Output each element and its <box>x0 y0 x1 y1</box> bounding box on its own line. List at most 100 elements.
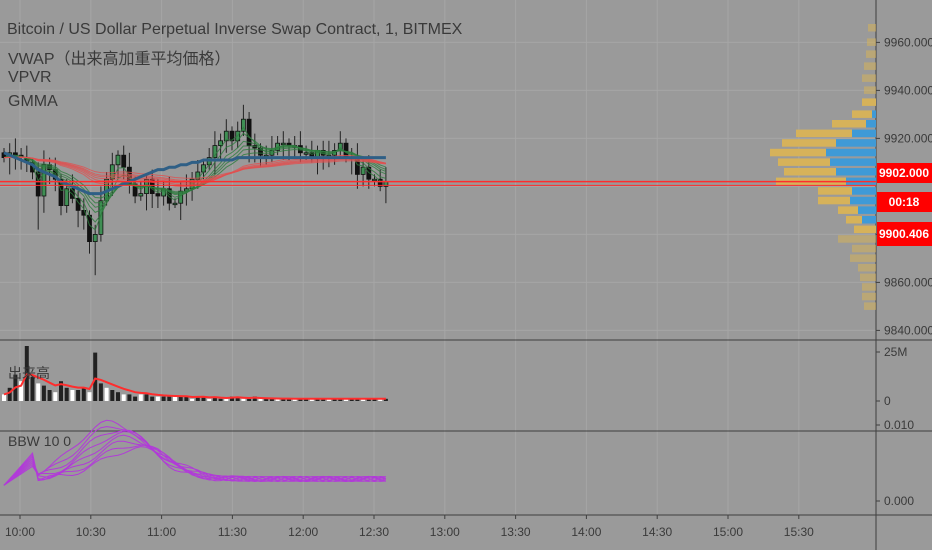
countdown-badge-bg <box>877 192 932 212</box>
time-tick-label: 15:30 <box>784 525 814 539</box>
vp-bar-up <box>852 129 876 138</box>
vp-bar-down <box>866 50 876 58</box>
pane-tick-label: 0.000 <box>884 494 914 508</box>
time-tick-label: 14:00 <box>571 525 601 539</box>
vp-bar-down <box>854 225 876 234</box>
vp-bar-up <box>850 196 876 205</box>
candle-body <box>41 164 47 197</box>
time-tick-label: 13:00 <box>430 525 460 539</box>
time-tick-label: 13:30 <box>501 525 531 539</box>
vp-bar-down <box>862 283 876 291</box>
candle-body <box>212 145 218 159</box>
volume-bar <box>321 398 326 401</box>
indicator-gmma-label[interactable]: GMMA <box>8 93 58 110</box>
volume-bar <box>167 396 172 401</box>
volume-bar <box>338 398 343 401</box>
volume-bar <box>127 394 132 401</box>
price-tick-label: 9960.000 <box>884 35 932 49</box>
volume-bar <box>76 390 81 401</box>
volume-bar <box>19 381 24 401</box>
volume-bar <box>81 387 86 401</box>
volume-bar <box>2 394 6 401</box>
price-tick-label: 9840.000 <box>884 323 932 337</box>
volume-bar <box>87 392 92 401</box>
volume-bar <box>247 398 252 401</box>
vp-bar-down <box>862 74 876 82</box>
vp-bar-up <box>858 206 876 214</box>
candle-body <box>115 154 121 166</box>
time-tick-label: 11:30 <box>218 525 247 539</box>
volume-bar <box>7 387 12 401</box>
candle-body <box>372 178 377 182</box>
candle-body <box>166 188 172 204</box>
volume-bar <box>144 394 149 401</box>
vp-bar-down <box>784 168 836 176</box>
candles <box>1 104 389 276</box>
volume-bar <box>53 392 58 401</box>
price-tick-label: 9940.000 <box>884 83 932 97</box>
volume-bar <box>366 398 371 401</box>
volume-bar <box>190 398 195 401</box>
volume-bar <box>383 398 388 401</box>
volume-bar <box>304 398 309 401</box>
indicator-vwap-label[interactable]: VWAP（出来高加重平均価格） <box>8 51 231 68</box>
time-tick-label: 15:00 <box>713 525 743 539</box>
vp-bar-down <box>838 235 876 243</box>
volume-bar <box>98 383 103 401</box>
volume-bar <box>150 396 155 401</box>
candle-body <box>121 154 127 168</box>
volume-pane-label[interactable]: 出来高 <box>8 365 50 381</box>
price-tick-label: 9860.000 <box>884 275 932 289</box>
bbw-line <box>3 446 387 486</box>
vwap-line <box>0 151 876 196</box>
vp-bar-down <box>818 196 850 205</box>
chart-title: Bitcoin / US Dollar Perpetual Inverse Sw… <box>7 21 463 38</box>
candle-body <box>303 152 309 155</box>
price-axis[interactable]: 9960.0009940.0009920.0009880.0009860.000… <box>876 35 932 508</box>
vp-bar-up <box>836 139 876 147</box>
second-price-badge: 9900.406 <box>879 227 929 241</box>
candle-body <box>377 178 383 187</box>
vp-bar-down <box>846 216 862 224</box>
volume-bar <box>355 398 360 401</box>
volume-ma-line <box>3 373 386 400</box>
bbw-pane-label[interactable]: BBW 10 0 <box>8 433 72 449</box>
volume-bar <box>178 396 183 401</box>
vp-bar-down <box>864 62 876 70</box>
volume-bar <box>275 398 280 401</box>
volume-bar <box>70 390 75 401</box>
volume-bar <box>230 396 234 401</box>
vp-bar-down <box>864 86 876 94</box>
pane-tick-label: 25M <box>884 345 907 359</box>
volume-bar <box>155 396 160 401</box>
bbw-line <box>3 434 387 486</box>
volume-bar <box>41 385 46 401</box>
candle-body <box>223 130 229 142</box>
candle-body <box>58 178 64 206</box>
volume-bar <box>315 398 320 401</box>
time-axis[interactable]: 10:00 10:30 11:00 11:30 12:00 12:30 13:00 13:30… <box>5 515 814 539</box>
indicator-vpvr-label[interactable]: VPVR <box>8 69 52 86</box>
volume-bar <box>326 398 331 401</box>
vp-bar-down <box>770 148 826 157</box>
candle-body <box>92 233 98 242</box>
vp-bar-down <box>778 158 830 166</box>
volume-bar <box>207 398 212 401</box>
volume-bar <box>36 383 41 401</box>
vp-bar-up <box>866 120 876 128</box>
candle-body <box>280 142 286 146</box>
volume-bar <box>332 398 337 401</box>
last-price-badge-bg <box>877 163 932 183</box>
vp-bar-down <box>864 302 876 310</box>
volume-bar <box>30 376 35 401</box>
vp-bar-up <box>872 110 876 118</box>
volume-bar <box>372 398 377 401</box>
volume-bar <box>218 398 223 401</box>
volume-bar <box>281 398 286 401</box>
candle-body <box>81 209 87 216</box>
gmma-line <box>3 149 387 199</box>
vp-bar-down <box>796 129 852 138</box>
vp-bar-down <box>867 38 876 46</box>
volume-bar <box>258 398 263 401</box>
